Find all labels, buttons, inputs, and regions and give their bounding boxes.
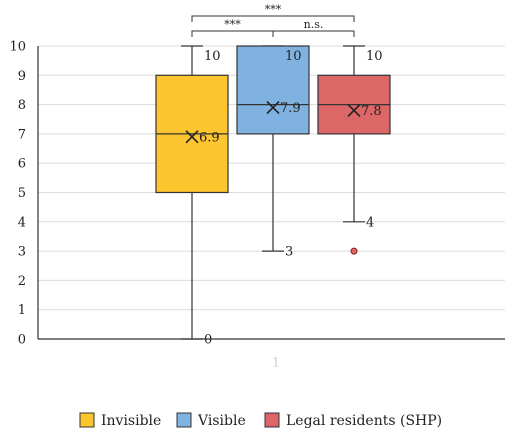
outlier-point (350, 247, 358, 255)
max-label: 10 (204, 49, 221, 64)
legend-item: Visible (176, 412, 246, 429)
legend-label: Visible (197, 413, 246, 429)
legend-label: Legal residents (SHP) (286, 413, 442, 429)
mean-label: 6.9 (199, 130, 220, 145)
boxes: 6.9 10 0 7.9 10 3 7.8 10 4 (155, 45, 391, 348)
mean-label: 7.9 (280, 101, 301, 116)
box-visible: 7.9 10 3 (236, 45, 310, 260)
y-tick-label: 1 (18, 303, 26, 318)
y-tick-label: 8 (18, 98, 26, 113)
legend-item: Invisible (79, 412, 161, 429)
significance-bracket: *** (191, 3, 355, 22)
y-tick-label: 2 (18, 274, 26, 289)
mean-marker (266, 100, 280, 115)
significance-bracket: *** (191, 18, 274, 37)
y-axis: 0 1 2 3 4 5 6 7 8 9 10 (9, 40, 39, 348)
min-label: 4 (366, 215, 374, 230)
y-tick-label: 0 (18, 333, 26, 348)
max-label: 10 (285, 49, 302, 64)
category-label: 1 (272, 356, 280, 371)
legend-swatch (79, 412, 95, 428)
y-tick-label: 3 (18, 245, 26, 260)
legend-swatch (176, 412, 192, 428)
mean-marker (347, 103, 361, 118)
significance-label: *** (265, 3, 282, 16)
y-tick-label: 9 (18, 69, 26, 84)
legend-item: Legal residents (SHP) (264, 412, 442, 429)
iqr-box (236, 45, 310, 135)
bracket-line (191, 30, 274, 37)
box-legal-residents-shp: 7.8 10 4 (317, 45, 391, 255)
min-label: 3 (285, 245, 293, 260)
legend-label: Invisible (101, 413, 161, 429)
box-invisible: 6.9 10 0 (155, 45, 229, 348)
bracket-line (191, 15, 355, 22)
mean-marker (185, 130, 199, 144)
y-tick-label: 7 (18, 127, 26, 142)
significance-label: n.s. (304, 18, 324, 31)
legend: Invisible Visible Legal residents (SHP) (79, 412, 442, 429)
max-label: 10 (366, 49, 383, 64)
mean-label: 7.8 (361, 104, 382, 119)
x-axis: 1 (38, 338, 505, 371)
y-tick-label: 5 (18, 186, 26, 201)
significance-label: *** (224, 18, 241, 31)
min-label: 0 (204, 333, 212, 348)
y-tick-label: 10 (9, 40, 26, 55)
significance-brackets: *** n.s. *** (191, 3, 355, 37)
significance-bracket: n.s. (272, 18, 355, 37)
bracket-line (272, 30, 355, 37)
legend-swatch (264, 412, 280, 428)
y-tick-label: 6 (18, 157, 26, 172)
y-tick-label: 4 (18, 215, 26, 230)
